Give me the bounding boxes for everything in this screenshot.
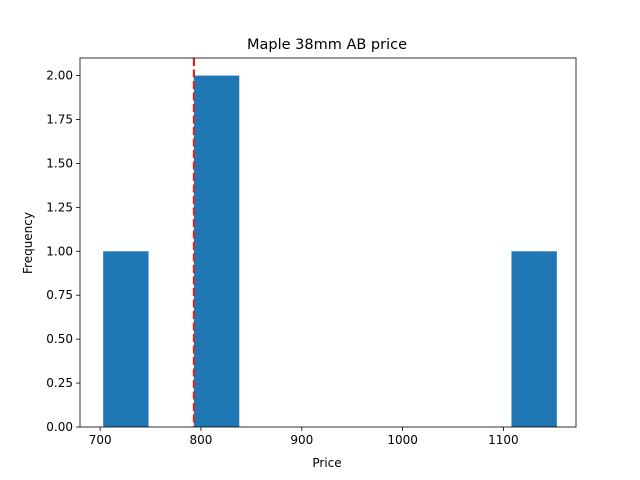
x-tick-label: 900	[290, 433, 313, 447]
x-tick-label: 700	[89, 433, 112, 447]
y-axis-label: Frequency	[21, 212, 35, 274]
y-tick-label: 0.50	[46, 332, 73, 346]
y-tick-label: 1.00	[46, 244, 73, 258]
x-tick-label: 800	[190, 433, 213, 447]
axes-frame	[79, 57, 577, 428]
y-tick-label: 1.50	[46, 156, 73, 170]
histogram-bar	[511, 251, 557, 427]
chart-title: Maple 38mm AB price	[247, 37, 407, 53]
y-tick-label: 2.00	[46, 69, 73, 83]
y-tick-label: 0.00	[46, 420, 73, 434]
x-axis-label: Price	[312, 456, 341, 470]
histogram-bar	[193, 75, 240, 428]
x-tick-label: 1000	[387, 433, 418, 447]
histogram-bar	[103, 251, 149, 427]
x-tick-label: 1100	[488, 433, 519, 447]
y-tick-label: 1.25	[46, 200, 73, 214]
plot-area: 700 800 900 1000 1100 0.00 0.25 0.50 0.75 1.00 1.2…	[46, 57, 577, 447]
y-tick-label: 0.75	[46, 288, 73, 302]
y-tick-label: 0.25	[46, 376, 73, 390]
y-tick-label: 1.75	[46, 113, 73, 127]
